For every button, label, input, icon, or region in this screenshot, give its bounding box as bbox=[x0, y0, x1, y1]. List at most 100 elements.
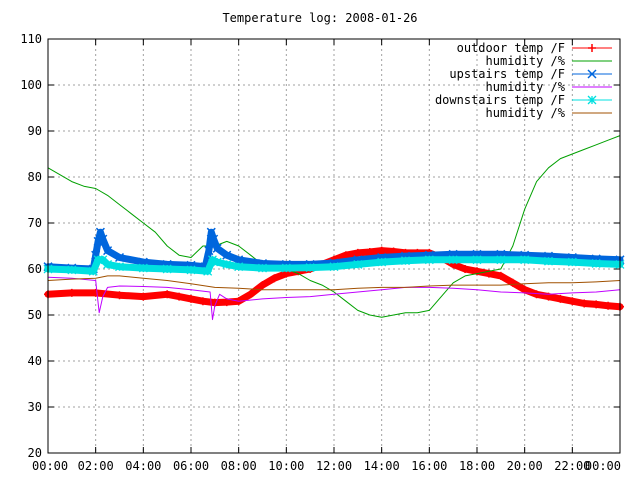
series-point bbox=[568, 297, 577, 306]
series-point bbox=[472, 255, 482, 265]
series-3 bbox=[47, 276, 621, 321]
series-point bbox=[212, 257, 222, 267]
x-tick-label: 06:00 bbox=[173, 459, 209, 473]
y-tick-label: 100 bbox=[20, 78, 42, 92]
x-tick-label: 02:00 bbox=[78, 459, 114, 473]
series-point bbox=[222, 250, 232, 260]
series-point bbox=[377, 257, 387, 267]
series-point bbox=[115, 291, 124, 300]
series-5 bbox=[47, 275, 621, 291]
series-point bbox=[88, 266, 98, 276]
series-point bbox=[138, 263, 148, 273]
legend-marker bbox=[587, 69, 597, 79]
legend-label: humidity /% bbox=[486, 54, 566, 68]
series-point bbox=[212, 243, 222, 253]
series-point bbox=[496, 255, 506, 265]
chart-title: Temperature log: 2008-01-26 bbox=[222, 11, 417, 25]
x-tick-label: 10:00 bbox=[268, 459, 304, 473]
series-point bbox=[580, 299, 589, 308]
series-point bbox=[508, 278, 517, 287]
y-tick-label: 40 bbox=[28, 354, 42, 368]
series-point bbox=[532, 290, 541, 299]
series-point bbox=[604, 301, 613, 310]
series-point bbox=[163, 290, 172, 299]
series-point bbox=[114, 252, 125, 263]
legend-label: outdoor temp /F bbox=[457, 41, 565, 55]
series-point bbox=[520, 255, 530, 265]
y-tick-label: 80 bbox=[28, 170, 42, 184]
series-1 bbox=[47, 135, 621, 318]
legend-label: humidity /% bbox=[486, 106, 566, 120]
series-point bbox=[544, 256, 553, 266]
series-point bbox=[207, 255, 217, 265]
series-line bbox=[47, 276, 621, 321]
legend-label: humidity /% bbox=[486, 80, 566, 94]
series-point bbox=[401, 256, 410, 266]
series-point bbox=[162, 264, 172, 274]
series-line bbox=[47, 135, 621, 318]
series-point bbox=[448, 255, 458, 265]
series-point bbox=[567, 257, 577, 267]
x-tick-label: 16:00 bbox=[411, 459, 447, 473]
series-4 bbox=[43, 255, 625, 276]
series-point bbox=[95, 227, 105, 237]
series-point bbox=[204, 246, 214, 256]
series-point bbox=[281, 263, 291, 273]
series-point bbox=[353, 248, 362, 257]
series-point bbox=[139, 292, 148, 301]
plot-frame bbox=[47, 38, 621, 454]
series-point bbox=[98, 255, 108, 265]
series-point bbox=[67, 288, 76, 297]
y-tick-label: 50 bbox=[28, 308, 42, 322]
x-tick-label: 18:00 bbox=[459, 459, 495, 473]
series-point bbox=[270, 274, 279, 283]
series-point bbox=[234, 255, 244, 265]
series-point bbox=[198, 297, 207, 306]
axis-ticks: 20 30 40 50 60 70 80 90 100 110 00:00 02:00 04:00 06:… bbox=[20, 32, 621, 473]
series-point bbox=[175, 292, 184, 301]
legend-marker bbox=[587, 95, 597, 105]
series-point bbox=[206, 227, 216, 237]
series-point bbox=[222, 259, 232, 269]
x-tick-label: 12:00 bbox=[316, 459, 352, 473]
series-point bbox=[329, 262, 339, 272]
x-tick-label: 14:00 bbox=[364, 459, 400, 473]
series-point bbox=[203, 266, 213, 276]
series-lines bbox=[43, 135, 625, 321]
y-tick-label: 110 bbox=[20, 32, 42, 46]
legend-label: upstairs temp /F bbox=[449, 67, 565, 81]
series-point bbox=[91, 288, 100, 297]
series-point bbox=[592, 300, 601, 309]
y-tick-label: 20 bbox=[28, 446, 42, 460]
legend-marker bbox=[588, 44, 596, 52]
series-point bbox=[93, 255, 103, 265]
series-point bbox=[67, 265, 77, 275]
series-point bbox=[93, 236, 103, 246]
x-tick-label: 08:00 bbox=[221, 459, 257, 473]
x-tick-label: 04:00 bbox=[125, 459, 161, 473]
y-tick-label: 60 bbox=[28, 262, 42, 276]
y-tick-label: 30 bbox=[28, 400, 42, 414]
y-tick-label: 70 bbox=[28, 216, 42, 230]
x-tick-label: 00:00 bbox=[585, 459, 621, 473]
series-point bbox=[591, 259, 601, 268]
legend-label: downstairs temp /F bbox=[435, 93, 565, 107]
x-tick-label: 22:00 bbox=[554, 459, 590, 473]
series-point bbox=[496, 271, 505, 280]
series-point bbox=[115, 262, 124, 272]
series-point bbox=[222, 298, 231, 307]
series-point bbox=[365, 247, 374, 256]
series-point bbox=[186, 265, 196, 275]
series-point bbox=[187, 294, 195, 303]
series-point bbox=[258, 281, 267, 290]
series-point bbox=[258, 263, 267, 273]
series-point bbox=[209, 234, 219, 244]
series-point bbox=[424, 255, 434, 265]
series-point bbox=[103, 259, 113, 269]
series-point bbox=[305, 263, 315, 273]
series-point bbox=[234, 262, 244, 272]
series-point bbox=[246, 290, 255, 299]
y-tick-label: 90 bbox=[28, 124, 42, 138]
